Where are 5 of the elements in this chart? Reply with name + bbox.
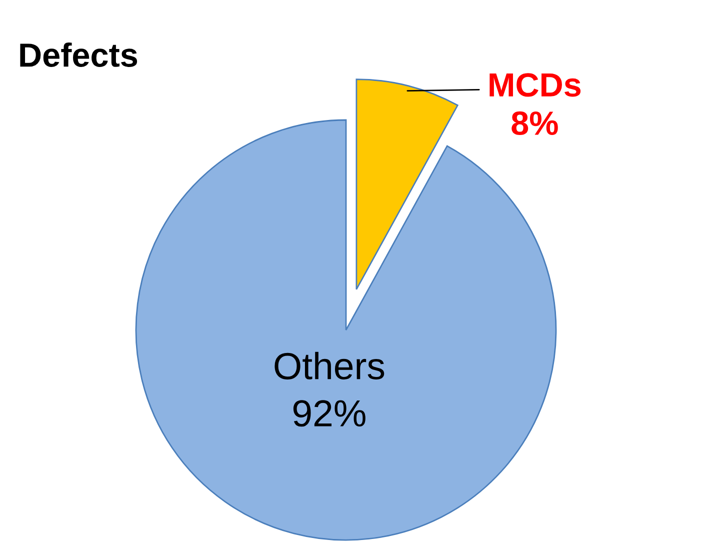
slice-label: Others: [274, 352, 384, 380]
data-label: 8%: [512, 111, 558, 136]
slice-label: MCDs: [490, 73, 581, 97]
data-label: 92%: [293, 400, 366, 427]
chart-title: Defects: [20, 42, 138, 67]
